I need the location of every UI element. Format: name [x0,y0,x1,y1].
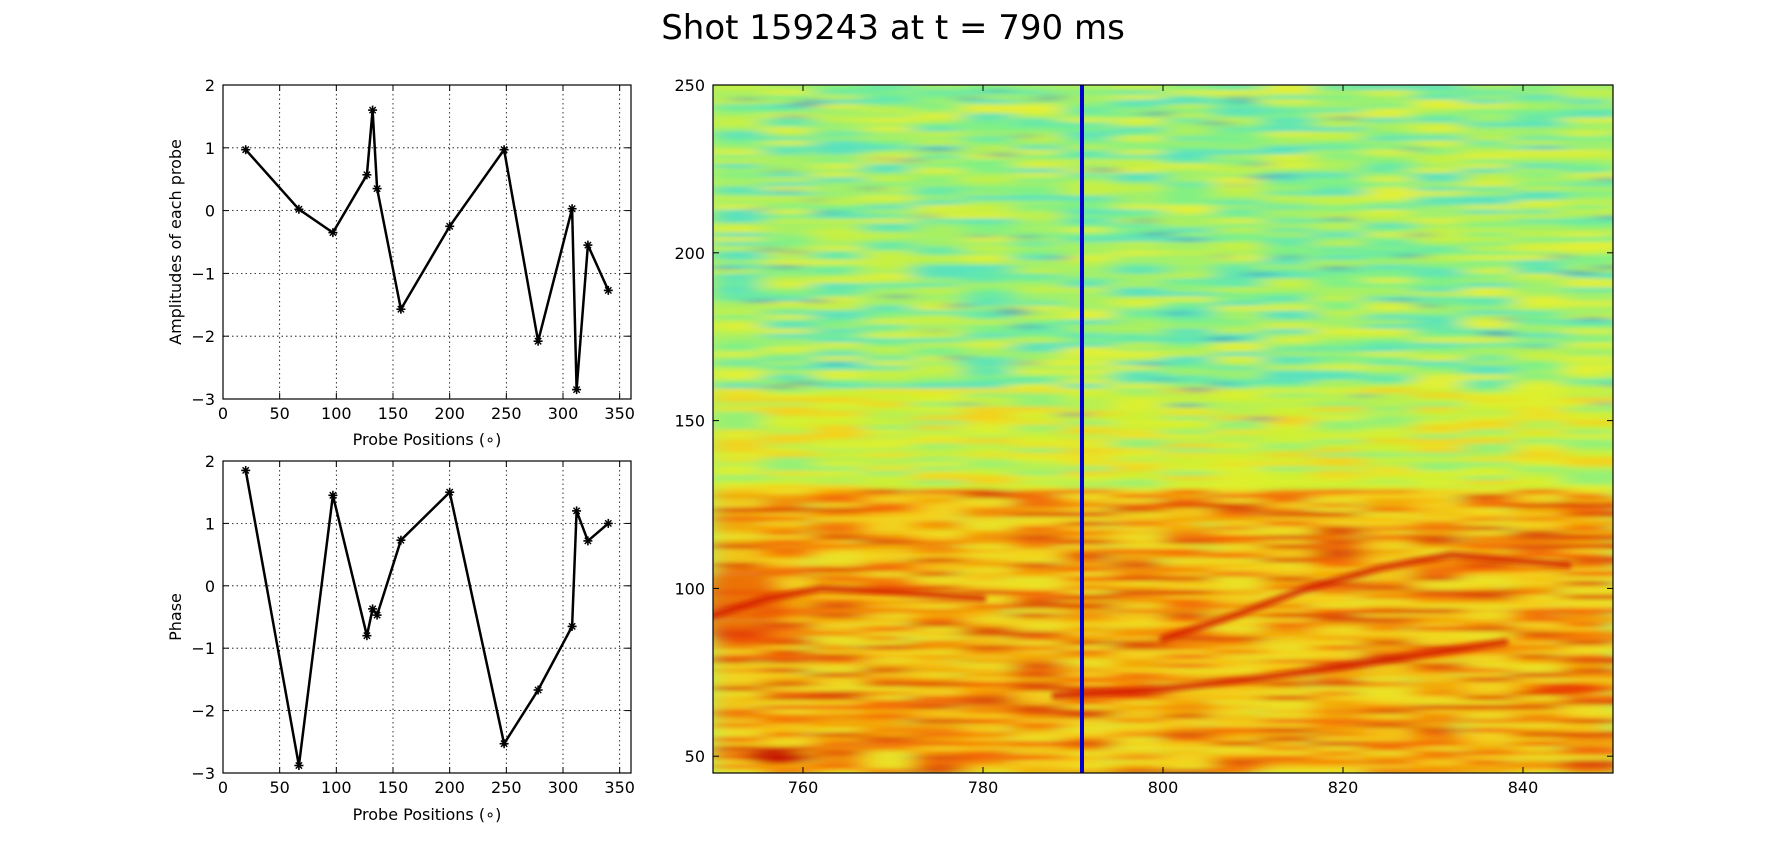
amplitude-x-tick-label: 50 [269,404,289,423]
heatmap-x-tick-label: 800 [1148,778,1179,797]
phase-x-tick-label: 150 [378,778,409,797]
amplitude-x-tick-label: 250 [491,404,522,423]
heatmap-ticks: 760 780 800 820 840 50 100 150 200 250 [674,76,1613,797]
amplitude-point [499,145,509,155]
phase-points [241,465,613,770]
heatmap-ridge [1051,638,1509,700]
amplitude-y-tick-label: −2 [191,327,215,346]
phase-ticks: 0 50 100 150 200 250 300 350 −3 −2 −1 0 1 2 [191,452,635,797]
amplitude-point [241,145,251,155]
amplitude-y-tick-label: 0 [205,202,215,221]
phase-x-tick-label: 100 [321,778,352,797]
amplitude-point [603,285,613,295]
amplitude-point [372,184,382,194]
phase-y-label: Phase [166,593,185,641]
amplitude-x-tick-label: 350 [604,404,635,423]
phase-point [294,761,304,770]
amplitude-frame [222,84,632,400]
amplitude-point [396,304,406,314]
amplitude-points [241,105,613,395]
figure-title: Shot 159243 at t = 790 ms [661,8,1125,48]
phase-y-tick-label: 2 [205,452,215,471]
heatmap-texture [713,85,1613,773]
phase-point [583,536,593,546]
phase-point [533,685,543,695]
amplitude-series-line [244,109,610,390]
amplitude-point [445,221,455,231]
amplitude-point [362,170,372,180]
amplitude-x-label: Probe Positions (∘) [353,430,502,449]
amplitude-x-tick-label: 0 [218,404,228,423]
amplitude-y-tick-label: −3 [191,390,215,409]
phase-point [572,506,582,516]
amplitude-point [567,204,577,214]
heatmap-x-tick-label: 820 [1328,778,1359,797]
phase-x-tick-label: 250 [491,778,522,797]
amplitude-x-tick-label: 200 [434,404,465,423]
amplitude-ticks: 0 50 100 150 200 250 300 350 −3 −2 −1 0 1 2 [191,76,635,423]
phase-point [603,518,613,528]
heatmap-y-tick-label: 200 [674,244,705,263]
phase-point [567,621,577,631]
amplitude-chart: 0 50 100 150 200 250 300 350 −3 −2 −1 0 1 2 Probe Pos… [166,76,635,449]
phase-x-tick-label: 200 [434,778,465,797]
phase-chart: 0 50 100 150 200 250 300 350 −3 −2 −1 0 1 2 Probe Pos… [166,452,635,824]
amplitude-point [294,204,304,214]
heatmap-frame [712,84,1614,774]
phase-x-tick-label: 0 [218,778,228,797]
heatmap-x-tick-label: 760 [788,778,819,797]
phase-point [241,465,251,475]
amplitude-x-tick-label: 150 [378,404,409,423]
phase-y-tick-label: 0 [205,577,215,596]
phase-x-tick-label: 350 [604,778,635,797]
amplitude-y-tick-label: 2 [205,76,215,95]
phase-x-label: Probe Positions (∘) [353,805,502,824]
heatmap-y-tick-label: 150 [674,412,705,431]
phase-y-tick-label: −1 [191,639,215,658]
phase-point [396,535,406,545]
amplitude-y-tick-label: 1 [205,139,215,158]
heatmap-ridge [1159,551,1572,643]
heatmap-ridge [713,584,987,619]
phase-x-tick-label: 50 [269,778,289,797]
phase-grid [223,461,631,773]
phase-series-line [244,470,610,766]
phase-frame [222,460,632,774]
spectrogram-heatmap: 760 780 800 820 840 50 100 150 200 250 [674,76,1614,797]
phase-point [368,604,378,614]
amplitude-grid [223,85,631,399]
phase-point [445,487,455,497]
phase-point [499,739,509,749]
phase-y-tick-label: −3 [191,764,215,783]
amplitude-y-tick-label: −1 [191,264,215,283]
phase-point [362,631,372,641]
phase-x-tick-label: 300 [548,778,579,797]
phase-y-tick-label: 1 [205,514,215,533]
heatmap-features [713,551,1572,700]
amplitude-y-label: Amplitudes of each probe [166,139,185,345]
amplitude-x-tick-label: 300 [548,404,579,423]
amplitude-point [328,228,338,238]
amplitude-point [572,385,582,395]
amplitude-point [368,105,378,115]
heatmap-x-tick-label: 840 [1508,778,1539,797]
heatmap-y-tick-label: 250 [674,76,705,95]
amplitude-point [583,240,593,250]
heatmap-y-tick-label: 50 [685,747,705,766]
phase-y-tick-label: −2 [191,702,215,721]
amplitude-point [533,336,543,346]
phase-point [328,490,338,500]
heatmap-y-tick-label: 100 [674,579,705,598]
amplitude-x-tick-label: 100 [321,404,352,423]
heatmap-x-tick-label: 780 [968,778,999,797]
phase-point [372,610,382,620]
